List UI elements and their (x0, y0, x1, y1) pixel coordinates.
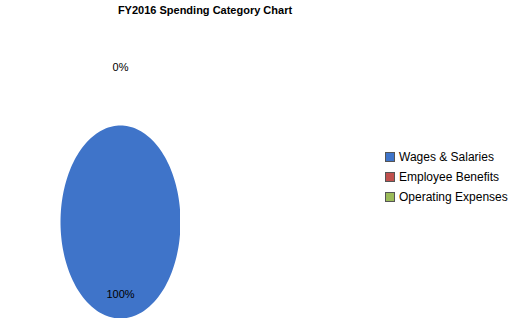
html-text:Employee Benefits: Employee Benefits (399, 170, 500, 184)
html-text:FY2016 Spending Category Chart: FY2016 Spending Category Chart (117, 4, 293, 16)
svg-text:100%: 100% (106, 288, 134, 300)
html-text:Wages & Salaries: Wages & Salaries (399, 150, 494, 164)
svg-text:0%: 0% (113, 61, 129, 73)
html-text:Operating Expenses: Operating Expenses (399, 190, 508, 204)
